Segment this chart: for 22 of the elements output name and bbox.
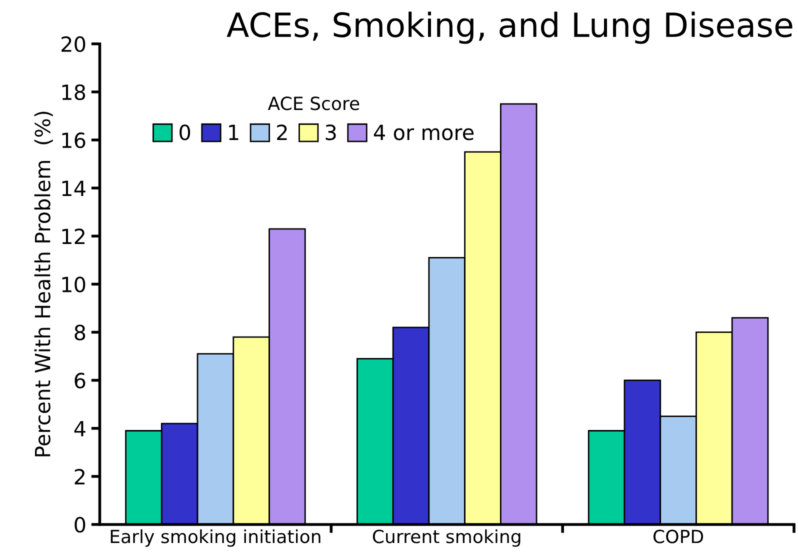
x-tick-label: Early smoking initiation	[110, 529, 320, 547]
y-tick-label: 14	[62, 180, 86, 196]
x-tick-label: COPD	[654, 530, 704, 544]
legend-label: 4 or more	[374, 124, 474, 140]
y-tick-label: 0	[74, 516, 86, 533]
legend-label: 2	[277, 124, 287, 140]
chart-title: ACEs, Smoking, and Lung Disease	[226, 12, 792, 44]
y-tick-label: 16	[62, 132, 86, 148]
legend-label: 0	[180, 124, 190, 140]
y-tick-label: 2	[74, 468, 84, 484]
y-tick-label: 4	[74, 421, 86, 436]
y-axis-title: Percent With Health Problem (%)	[34, 112, 53, 456]
y-tick-label: 18	[62, 84, 86, 100]
legend-label: 3	[326, 124, 336, 140]
y-tick-label: 10	[62, 276, 86, 292]
legend-title: ACE Score	[268, 96, 360, 110]
x-tick-label: Current smoking	[372, 529, 520, 547]
y-tick-label: 12	[62, 228, 84, 244]
legend-label: 1	[229, 124, 238, 140]
y-tick-label: 8	[74, 324, 86, 340]
y-tick-label: 6	[74, 372, 86, 388]
y-tick-label: 20	[62, 36, 86, 52]
